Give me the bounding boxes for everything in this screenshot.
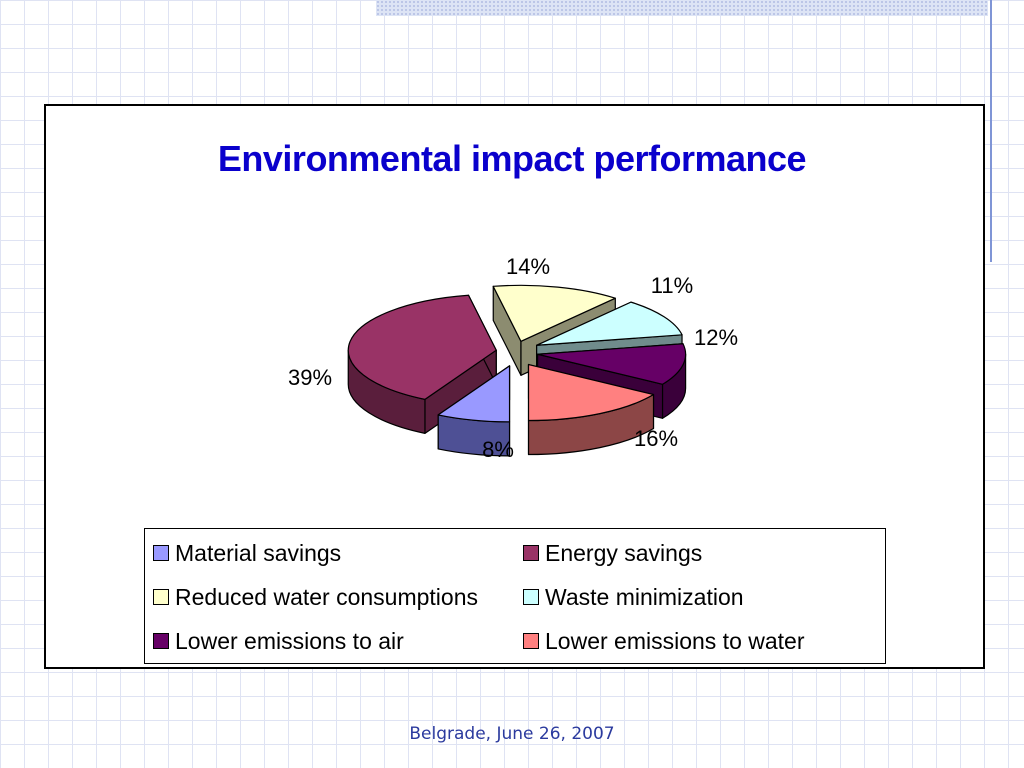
- data-label-4: 12%: [694, 325, 738, 350]
- chart-legend: Material savings Energy savings Reduced wa…: [144, 528, 886, 664]
- legend-item-5: Lower emissions to water: [523, 627, 805, 655]
- legend-label: Lower emissions to water: [545, 627, 805, 654]
- legend-swatch: [523, 633, 539, 649]
- legend-label: Energy savings: [545, 539, 703, 566]
- legend-item-3: Waste minimization: [523, 583, 744, 611]
- legend-label: Waste minimization: [545, 583, 744, 610]
- legend-label: Reduced water consumptions: [175, 583, 478, 610]
- data-label-0: 8%: [482, 437, 514, 462]
- data-label-2: 14%: [506, 254, 550, 279]
- data-label-5: 16%: [634, 426, 678, 451]
- legend-label: Material savings: [175, 539, 342, 566]
- data-label-3: 11%: [651, 273, 693, 298]
- legend-swatch: [523, 589, 539, 605]
- header-side-line: [990, 0, 992, 262]
- legend-swatch: [153, 545, 169, 561]
- legend-item-2: Reduced water consumptions: [153, 583, 478, 611]
- legend-item-1: Energy savings: [523, 539, 702, 567]
- pie-slice-0: [437, 365, 511, 457]
- legend-swatch: [523, 545, 539, 561]
- legend-swatch: [153, 589, 169, 605]
- pie-slice-5: [527, 363, 655, 456]
- footer-text: Belgrade, June 26, 2007: [409, 724, 615, 744]
- legend-swatch: [153, 633, 169, 649]
- legend-label: Lower emissions to air: [175, 627, 404, 654]
- header-dotted-band: [376, 0, 988, 16]
- data-label-1: 39%: [288, 365, 332, 390]
- pie-slice-1: [347, 294, 497, 434]
- legend-item-0: Material savings: [153, 539, 341, 567]
- legend-item-4: Lower emissions to air: [153, 627, 404, 655]
- chart-title: Environmental impact performance: [217, 138, 807, 179]
